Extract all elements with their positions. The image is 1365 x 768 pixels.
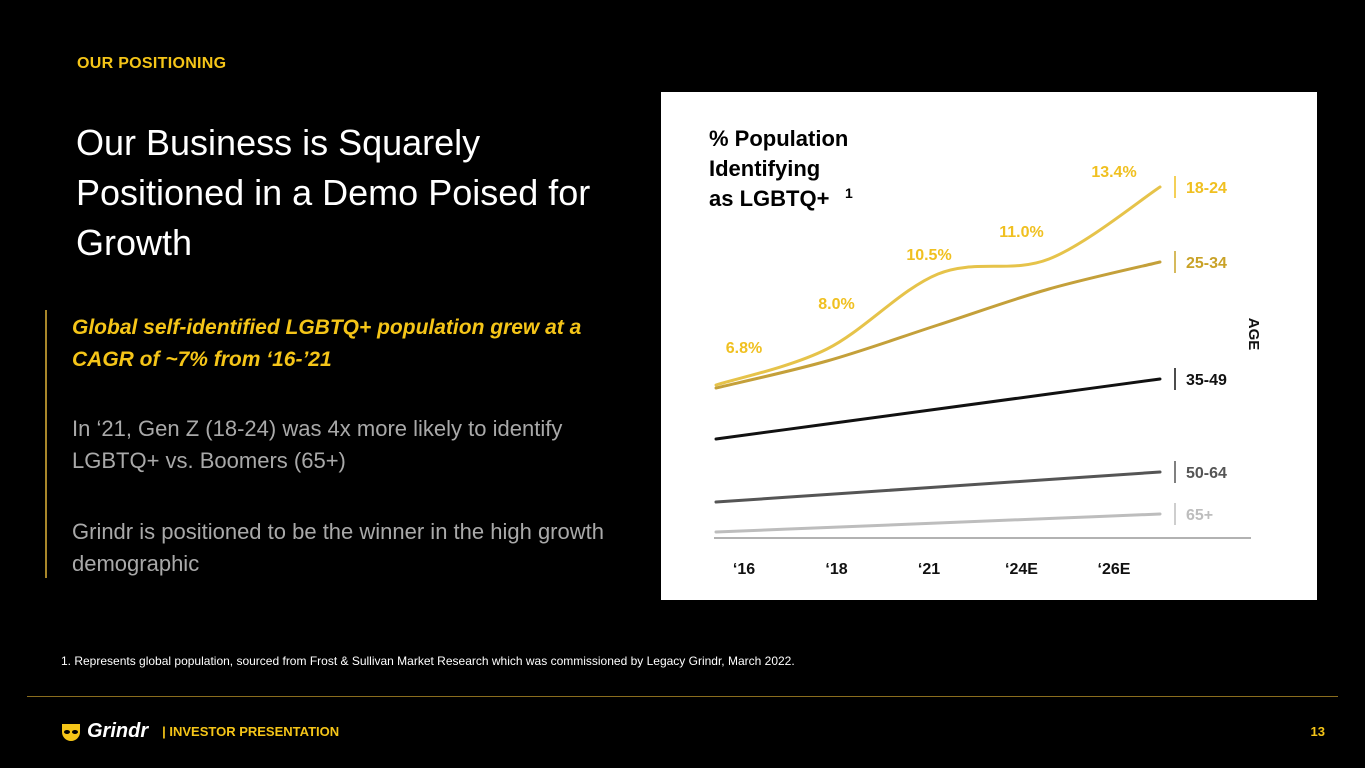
body-paragraph-1: In ‘21, Gen Z (18-24) was 4x more likely… (72, 416, 563, 473)
data-label: 13.4% (1091, 164, 1136, 181)
highlight-text: Global self-identified LGBTQ+ population… (72, 316, 582, 371)
data-label: 8.0% (818, 296, 854, 313)
series-line-65plus (714, 512, 1162, 534)
x-tick-label: ‘26E (1098, 561, 1131, 578)
grindr-mask-icon (62, 723, 80, 741)
footer-divider (27, 696, 1338, 697)
chart-title-line: Identifying (709, 156, 820, 181)
data-label: 11.0% (999, 224, 1043, 241)
x-tick-label: ‘21 (918, 561, 940, 578)
data-label: 10.5% (906, 247, 951, 264)
series-line-18-24 (714, 185, 1162, 387)
series-line-25-34 (714, 260, 1162, 390)
chart-title-line: as LGBTQ+ (709, 186, 829, 211)
legend-label: 18-24 (1186, 180, 1227, 197)
legend-label: 35-49 (1186, 372, 1227, 389)
footer-label: | INVESTOR PRESENTATION (162, 724, 340, 739)
page-number: 13 (1310, 724, 1325, 739)
series-line-35-49 (714, 377, 1162, 441)
grindr-logo: Grindr (61, 720, 148, 743)
x-tick-label: ‘24E (1005, 561, 1038, 578)
accent-bar (45, 310, 47, 578)
chart-title-superscript: 1 (845, 185, 853, 201)
chart-title-line: % Population (709, 126, 848, 151)
legend-label: 65+ (1186, 507, 1213, 524)
x-tick-label: ‘18 (825, 561, 847, 578)
line-chart: % Population Identifying as LGBTQ+ 1 ‘16 ‘18 ‘… (709, 126, 1262, 578)
legend-label: 25-34 (1186, 255, 1227, 272)
legend-label: 50-64 (1186, 465, 1227, 482)
chart-panel: % Population Identifying as LGBTQ+ 1 ‘16 ‘18 ‘… (661, 92, 1317, 600)
x-tick-label: ‘16 (733, 561, 755, 578)
body-paragraph-2: Grindr is positioned to be the winner in… (72, 519, 604, 576)
section-kicker: OUR POSITIONING (77, 55, 227, 72)
data-label: 6.8% (726, 340, 762, 357)
series-line-50-64 (714, 470, 1162, 504)
brand-name: Grindr (87, 720, 149, 742)
footer-row: Grindr | INVESTOR PRESENTATION (61, 720, 339, 743)
legend-title: AGE (1245, 318, 1262, 351)
page-title: Our Business is Squarely Positioned in a… (76, 122, 591, 263)
footnote: 1. Represents global population, sourced… (61, 654, 795, 668)
